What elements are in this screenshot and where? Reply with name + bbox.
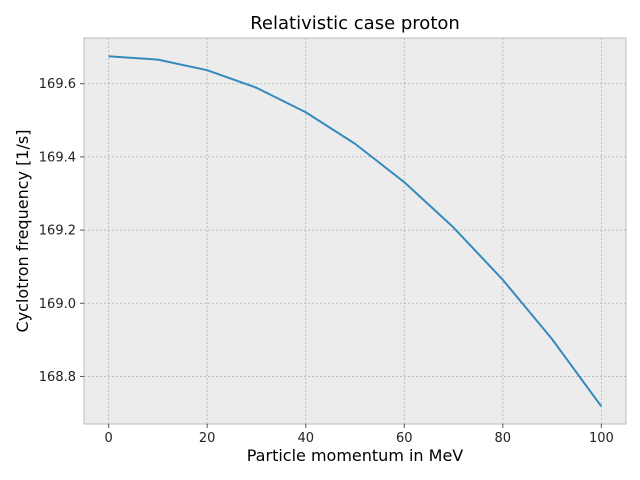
x-tick-label: 40 [297, 431, 314, 446]
y-ticks: 168.8 169.0 169.2 169.4 169.6 [39, 77, 84, 385]
x-tick-label: 60 [396, 431, 413, 446]
y-axis-label: Cyclotron frequency [1/s] [13, 130, 32, 333]
x-tick-label: 100 [589, 431, 614, 446]
grid [84, 38, 626, 424]
x-tick-label: 80 [495, 431, 512, 446]
x-ticks: 0 20 40 60 80 100 [104, 424, 614, 446]
y-tick-label: 169.0 [39, 297, 76, 312]
series-line-0 [108, 55, 603, 408]
x-tick-label: 0 [104, 431, 112, 446]
y-tick-label: 169.6 [39, 77, 76, 92]
plot-background [83, 37, 627, 425]
y-tick-label: 169.2 [39, 224, 76, 239]
y-tick-label: 168.8 [39, 370, 76, 385]
series-layer [108, 55, 603, 408]
x-axis-label: Particle momentum in MeV [247, 446, 464, 465]
x-tick-label: 20 [199, 431, 216, 446]
y-tick-label: 169.4 [39, 150, 76, 165]
chart-title: Relativistic case proton [250, 13, 460, 34]
